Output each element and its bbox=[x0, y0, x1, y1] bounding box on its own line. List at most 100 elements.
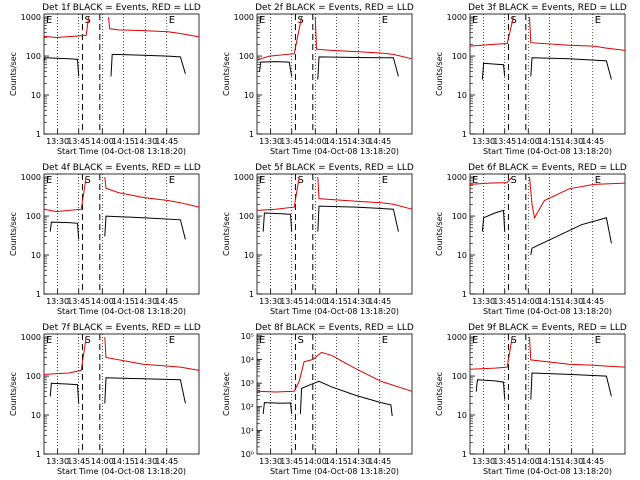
y-tick-label: 100 bbox=[239, 212, 254, 221]
marker-e-left: E bbox=[259, 15, 265, 26]
x-tick-label: 14:00 bbox=[517, 457, 540, 466]
plot-frame bbox=[43, 13, 200, 135]
panel-det-5: Det 5f BLACK = Events, RED = LLD 1 10 100 10… bbox=[222, 163, 414, 316]
x-axis-label: Start Time (04-Oct-08 13:18:20) bbox=[270, 147, 399, 156]
y-tick-label: 1 bbox=[36, 450, 41, 459]
y-tick-label: 1000 bbox=[234, 13, 254, 22]
y-axis-label: Counts/sec bbox=[9, 52, 18, 96]
y-tick-label: 10 bbox=[31, 91, 41, 100]
marker-s: S bbox=[510, 15, 516, 26]
y-tick-label: 100 bbox=[452, 52, 467, 61]
x-tick-label: 13:30 bbox=[46, 297, 69, 306]
x-tick-label: 13:30 bbox=[46, 457, 69, 466]
series-lld-line bbox=[256, 351, 413, 393]
marker-e-left: E bbox=[259, 175, 265, 186]
series-lld-line bbox=[469, 337, 513, 370]
y-tick-label: 1 bbox=[36, 130, 41, 139]
panel-title: Det 7f BLACK = Events, RED = LLD bbox=[42, 323, 201, 333]
panel-title: Det 1f BLACK = Events, RED = LLD bbox=[42, 3, 201, 13]
marker-s: S bbox=[510, 175, 516, 186]
y-tick-label: 10 bbox=[31, 411, 41, 420]
series-lld-line bbox=[469, 16, 514, 47]
series-events-line bbox=[104, 215, 186, 240]
y-tick-label: 100 bbox=[239, 52, 254, 61]
y-tick-label: 1 bbox=[462, 290, 467, 299]
x-tick-label: 13:45 bbox=[280, 457, 303, 466]
plot-frame bbox=[469, 13, 626, 135]
series-lld-line bbox=[529, 177, 626, 220]
x-tick-label: 13:30 bbox=[259, 297, 282, 306]
plot-frame bbox=[256, 333, 413, 455]
x-tick-label: 13:45 bbox=[280, 137, 303, 146]
x-tick-label: 13:45 bbox=[67, 137, 90, 146]
x-tick-label: 14:45 bbox=[368, 457, 391, 466]
series-events-line bbox=[110, 53, 186, 77]
y-axis-label: Counts/sec bbox=[9, 372, 18, 416]
x-axis-label: Start Time (04-Oct-08 13:18:20) bbox=[483, 467, 612, 476]
y-tick-label: 10 bbox=[457, 251, 467, 260]
x-tick-label: 14:45 bbox=[581, 137, 604, 146]
y-tick-label: 1 bbox=[249, 290, 254, 299]
series-events-line bbox=[49, 221, 80, 240]
x-tick-label: 14:00 bbox=[517, 297, 540, 306]
y-tick-label: 1000 bbox=[21, 13, 41, 22]
marker-e-right: E bbox=[595, 335, 601, 346]
marker-e-right: E bbox=[169, 175, 175, 186]
x-tick-label: 14:45 bbox=[581, 457, 604, 466]
marker-e-left: E bbox=[259, 335, 265, 346]
panel-title: Det 4f BLACK = Events, RED = LLD bbox=[42, 163, 201, 173]
series-lld-line bbox=[529, 17, 626, 51]
x-tick-label: 14:00 bbox=[304, 297, 327, 306]
x-tick-label: 13:45 bbox=[493, 297, 516, 306]
panel-det-4: Det 4f BLACK = Events, RED = LLD 1 10 100 10… bbox=[9, 163, 201, 316]
marker-e-left: E bbox=[46, 15, 52, 26]
panel-det-9: Det 9f BLACK = Events, RED = LLD 1 10 100 10… bbox=[435, 323, 627, 476]
y-axis-label: Counts/sec bbox=[435, 212, 444, 256]
x-tick-label: 14:00 bbox=[91, 297, 114, 306]
series-lld-line bbox=[108, 17, 200, 38]
series-lld-line bbox=[104, 337, 200, 371]
y-tick-label: 10⁵ bbox=[241, 332, 254, 341]
y-tick-label: 1000 bbox=[447, 173, 467, 182]
x-tick-label: 14:30 bbox=[347, 457, 370, 466]
series-lld-line bbox=[43, 177, 87, 213]
y-tick-label: 1000 bbox=[447, 333, 467, 342]
marker-e-left: E bbox=[46, 335, 52, 346]
x-axis-label: Start Time (04-Oct-08 13:18:20) bbox=[57, 147, 186, 156]
series-events-line bbox=[481, 62, 506, 80]
x-tick-label: 14:45 bbox=[368, 137, 391, 146]
x-tick-label: 14:30 bbox=[560, 137, 583, 146]
x-axis-label: Start Time (04-Oct-08 13:18:20) bbox=[483, 147, 612, 156]
x-axis-label: Start Time (04-Oct-08 13:18:20) bbox=[57, 467, 186, 476]
y-tick-label: 100 bbox=[26, 212, 41, 221]
x-tick-label: 13:30 bbox=[472, 297, 495, 306]
y-tick-label: 100 bbox=[26, 372, 41, 381]
x-tick-label: 13:30 bbox=[259, 457, 282, 466]
marker-s: S bbox=[84, 15, 90, 26]
y-tick-label: 1000 bbox=[21, 173, 41, 182]
x-tick-label: 13:30 bbox=[46, 137, 69, 146]
x-tick-label: 13:45 bbox=[67, 457, 90, 466]
y-axis-label: Counts/sec bbox=[222, 52, 231, 96]
panel-title: Det 2f BLACK = Events, RED = LLD bbox=[255, 3, 414, 13]
series-lld-line bbox=[469, 176, 513, 185]
x-tick-label: 14:30 bbox=[134, 137, 157, 146]
x-tick-label: 14:30 bbox=[134, 457, 157, 466]
y-tick-label: 10 bbox=[244, 251, 254, 260]
marker-s: S bbox=[510, 335, 516, 346]
x-tick-label: 13:45 bbox=[493, 457, 516, 466]
marker-e-right: E bbox=[382, 335, 388, 346]
x-tick-label: 14:15 bbox=[325, 137, 348, 146]
panel-title: Det 6f BLACK = Events, RED = LLD bbox=[468, 163, 627, 173]
series-lld-line bbox=[314, 17, 413, 60]
x-tick-label: 14:30 bbox=[560, 297, 583, 306]
y-tick-label: 10² bbox=[241, 403, 254, 412]
y-tick-label: 100 bbox=[452, 212, 467, 221]
series-events-line bbox=[530, 372, 612, 400]
series-events-line bbox=[317, 56, 399, 80]
x-tick-label: 14:15 bbox=[325, 457, 348, 466]
marker-e-left: E bbox=[472, 15, 478, 26]
marker-e-right: E bbox=[382, 15, 388, 26]
y-axis-label: Counts/sec bbox=[435, 372, 444, 416]
